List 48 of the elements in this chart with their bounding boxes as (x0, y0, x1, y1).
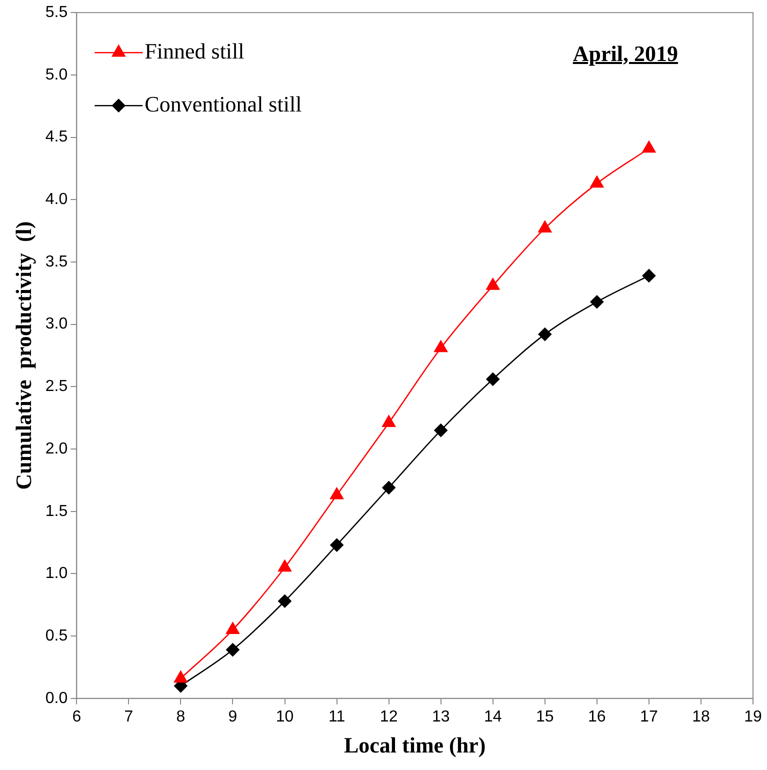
point (330, 488, 344, 500)
x-tick-label: 9 (228, 708, 238, 726)
y-tick-label: 0.5 (45, 627, 68, 644)
point (538, 220, 552, 232)
x-tick-label: 15 (536, 708, 554, 726)
point (538, 328, 552, 341)
x-tick-label: 11 (328, 708, 346, 726)
point (642, 140, 656, 153)
y-tick-label: 4.0 (45, 191, 68, 208)
y-tick-label: 4.5 (45, 128, 68, 146)
point (590, 176, 604, 188)
x-tick-label: 14 (484, 708, 502, 726)
y-tick-label: 0.0 (45, 690, 68, 707)
point (278, 560, 292, 572)
point (382, 415, 396, 427)
y-tick-label: 3.5 (45, 253, 68, 270)
x-tick-label: 16 (588, 708, 606, 726)
point (330, 538, 344, 552)
x-tick-label: 18 (692, 708, 710, 726)
point (278, 594, 292, 608)
x-tick-label: 7 (124, 708, 134, 726)
y-tick-label: 3.0 (45, 316, 68, 333)
legend-label: Conventional still (144, 91, 302, 116)
y-axis-title: Cumulative productivity (l) (10, 221, 36, 490)
x-tick-label: 10 (276, 708, 294, 726)
y-tick-label: 5.5 (45, 4, 68, 22)
x-tick-label: 8 (176, 708, 186, 726)
point (434, 424, 448, 437)
point (590, 295, 604, 309)
x-tick-label: 13 (432, 708, 450, 726)
x-tick-label: 19 (744, 708, 762, 726)
point (486, 372, 500, 386)
x-tick-label: 12 (380, 708, 398, 726)
point (486, 278, 500, 290)
y-tick-label: 1.0 (45, 565, 68, 582)
y-tick-label: 5.0 (45, 66, 68, 84)
x-tick-label: 17 (640, 708, 658, 726)
y-tick-label: 2.0 (45, 440, 68, 458)
point (434, 340, 448, 352)
x-axis-title: Local time (hr) (344, 732, 486, 758)
point (642, 269, 656, 282)
x-tick-label: 6 (72, 708, 82, 726)
point (226, 643, 240, 656)
legend-label: Finned still (144, 38, 244, 64)
y-tick-label: 2.5 (45, 378, 68, 396)
y-tick-label: 1.5 (45, 502, 68, 520)
annotation: April, 2019 (572, 40, 678, 67)
point (382, 481, 396, 494)
